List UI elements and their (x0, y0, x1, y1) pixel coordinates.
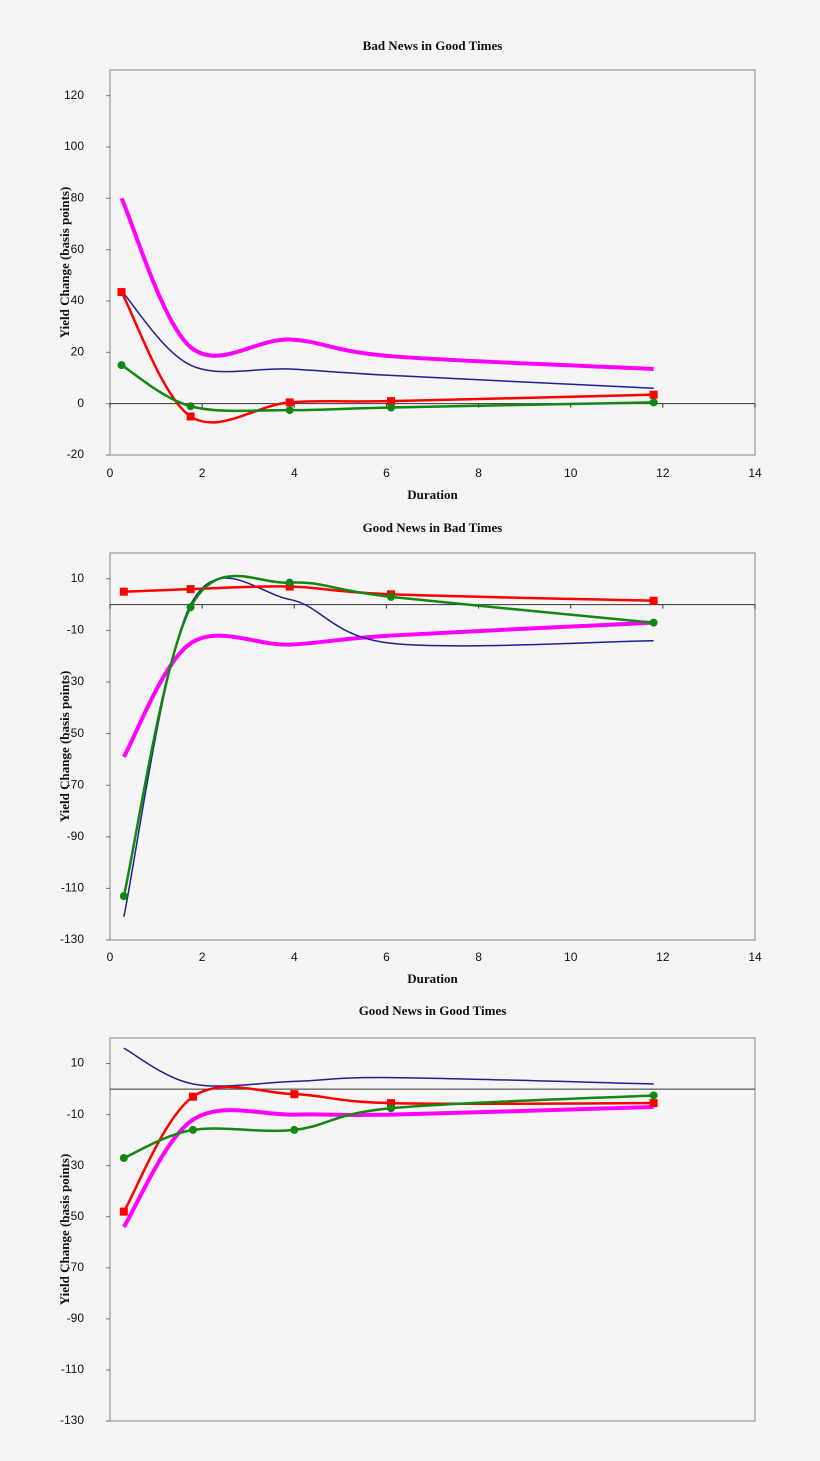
y-tick-label: -130 (60, 1413, 84, 1427)
series-line (123, 1094, 654, 1160)
marker (285, 406, 294, 415)
marker (387, 403, 396, 412)
marker (649, 398, 658, 407)
series-line (123, 585, 654, 602)
chart-title: Good News in Good Times (359, 1003, 507, 1018)
marker (117, 361, 126, 370)
marker (117, 288, 126, 297)
y-tick-label: 10 (71, 571, 85, 585)
y-tick-label: 80 (71, 191, 85, 205)
y-tick-label: -30 (67, 674, 85, 688)
y-tick-label: 60 (71, 242, 85, 256)
y-tick-label: 120 (64, 88, 84, 102)
series-line (123, 1047, 654, 1087)
marker (188, 1092, 197, 1101)
series-line (120, 290, 654, 390)
marker (290, 1125, 299, 1134)
x-tick-label: 12 (656, 466, 670, 480)
y-tick-label: -90 (67, 829, 85, 843)
x-axis-label: Duration (407, 487, 458, 502)
chart-title: Good News in Bad Times (363, 520, 503, 535)
y-tick-label: -70 (67, 1260, 85, 1274)
x-tick-label: 0 (107, 466, 114, 480)
y-tick-label: -10 (67, 1107, 85, 1121)
subplot: Good News in Good Times Yield Change (bas… (57, 1003, 756, 1427)
marker (119, 1207, 128, 1216)
x-tick-label: 2 (199, 950, 206, 964)
marker (649, 596, 658, 605)
y-tick-label: -130 (60, 932, 84, 946)
marker (285, 398, 294, 407)
y-axis-label: Yield Change (basis points) (57, 187, 72, 339)
series-line (122, 1085, 654, 1213)
x-tick-label: 6 (383, 950, 390, 964)
y-tick-label: 0 (77, 396, 84, 410)
x-tick-label: 10 (564, 950, 578, 964)
x-tick-label: 0 (107, 950, 114, 964)
x-tick-label: 14 (748, 950, 762, 964)
y-tick-label: -90 (67, 1311, 85, 1325)
subplot: Bad News in Good Times Yield Change (basi… (57, 38, 762, 502)
y-tick-label: 20 (71, 345, 85, 359)
y-tick-label: -10 (67, 623, 85, 637)
marker (186, 402, 195, 411)
series-line (119, 197, 654, 372)
plot-area (109, 1037, 756, 1422)
y-axis-label: Yield Change (basis points) (57, 671, 72, 823)
marker (186, 603, 195, 612)
y-tick-label: -110 (61, 1362, 84, 1376)
y-tick-label: 10 (71, 1056, 85, 1070)
x-tick-label: 12 (656, 950, 670, 964)
x-tick-label: 10 (564, 466, 578, 480)
marker (387, 1099, 396, 1108)
marker (119, 1154, 128, 1163)
marker (649, 618, 658, 627)
marker (188, 1125, 197, 1134)
marker (387, 397, 396, 406)
marker (186, 585, 195, 594)
marker (649, 1091, 658, 1100)
x-tick-label: 6 (383, 466, 390, 480)
y-tick-label: -30 (67, 1158, 85, 1172)
series-line (120, 364, 654, 413)
series-line (122, 574, 654, 897)
x-tick-label: 4 (291, 466, 298, 480)
marker (290, 1090, 299, 1099)
marker (387, 1104, 396, 1113)
x-tick-label: 2 (199, 466, 206, 480)
series-line (123, 577, 654, 917)
series-line (122, 1104, 654, 1229)
marker (649, 1099, 658, 1108)
y-tick-label: -50 (67, 1209, 85, 1223)
x-tick-label: 14 (748, 466, 762, 480)
subplot: Good News in Bad Times Yield Change (basi… (57, 520, 762, 986)
y-tick-label: 40 (71, 293, 85, 307)
x-axis-label: Duration (407, 971, 458, 986)
chart-title: Bad News in Good Times (363, 38, 503, 53)
x-tick-label: 8 (475, 950, 482, 964)
y-tick-label: -50 (67, 726, 85, 740)
x-tick-label: 4 (291, 950, 298, 964)
x-tick-label: 8 (475, 466, 482, 480)
marker (119, 892, 128, 901)
marker (387, 592, 396, 601)
plot-area (109, 552, 756, 941)
y-tick-label: -20 (67, 447, 85, 461)
marker (285, 578, 294, 587)
marker (649, 390, 658, 399)
plot-area (109, 69, 756, 456)
y-tick-label: -70 (67, 777, 85, 791)
marker (119, 587, 128, 596)
series-line (120, 291, 654, 424)
marker (186, 412, 195, 421)
y-tick-label: -110 (61, 881, 84, 895)
y-tick-label: 100 (64, 139, 84, 153)
y-axis-label: Yield Change (basis points) (57, 1154, 72, 1306)
